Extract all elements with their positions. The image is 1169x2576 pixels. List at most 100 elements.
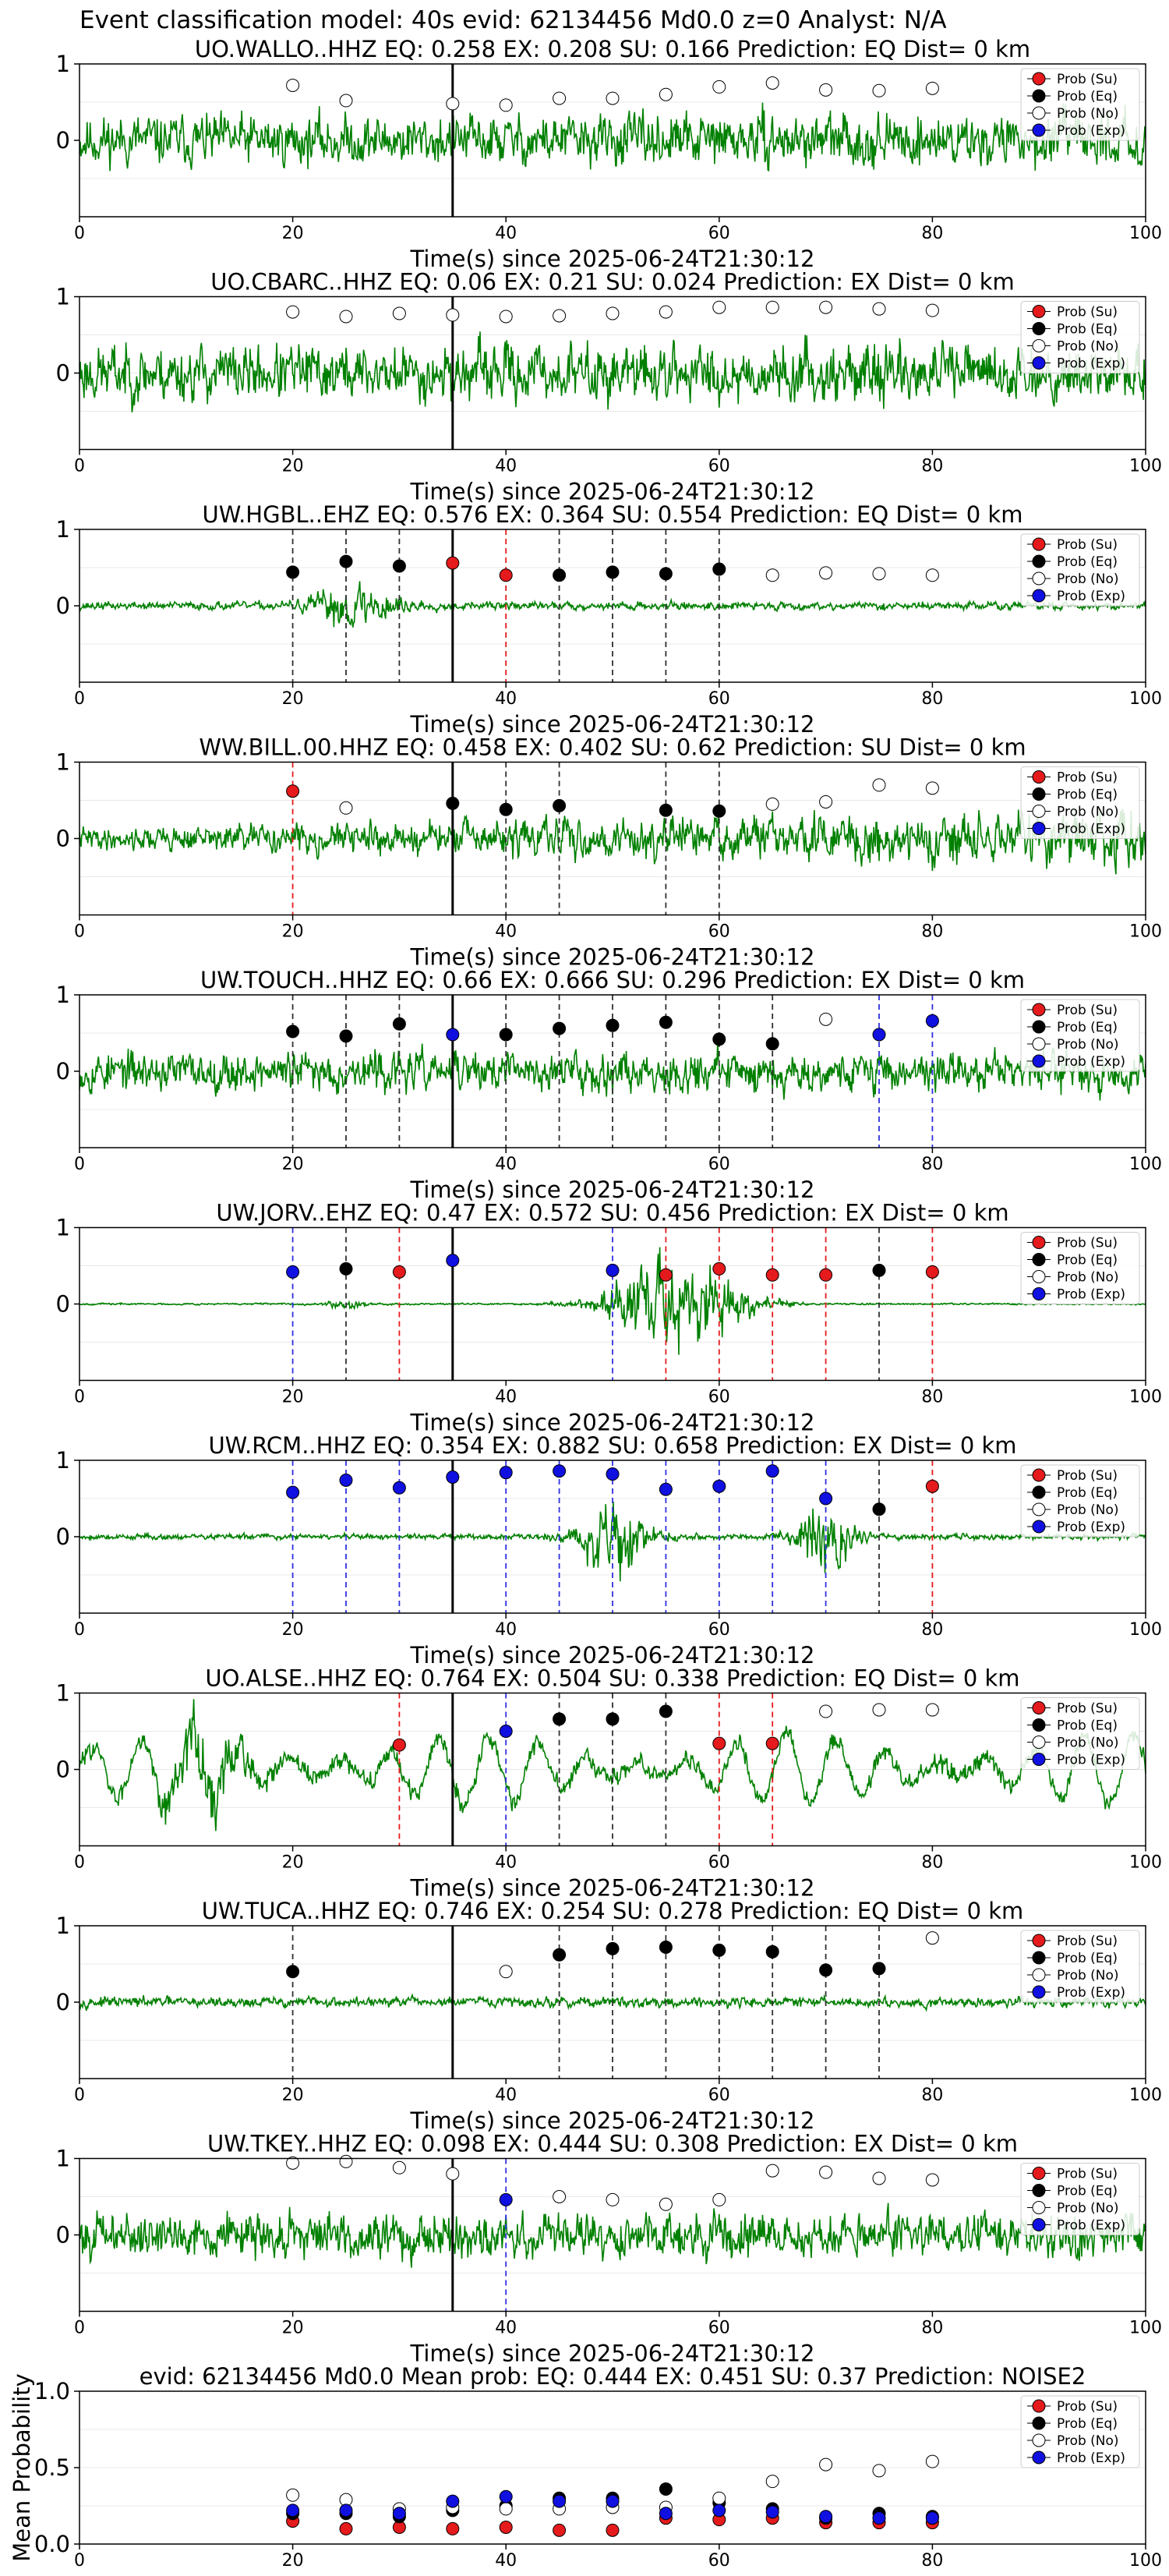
- legend-marker-su: [1032, 1236, 1046, 1249]
- prob-point-eq: [659, 1015, 673, 1029]
- legend-frame: [1020, 1930, 1140, 2003]
- prob-point-su: [765, 1268, 779, 1282]
- prob-point-exp: [392, 1481, 406, 1495]
- legend-marker-eq: [1032, 1253, 1046, 1266]
- x-tick-label: 60: [708, 1853, 730, 1873]
- prob-point-eq: [553, 798, 567, 812]
- prob-point-no: [925, 303, 939, 317]
- x-tick-label: 40: [495, 2551, 517, 2571]
- x-axis-label: Time(s) since 2025-06-24T21:30:12: [410, 944, 815, 971]
- prob-point-no: [392, 306, 406, 320]
- legend: Prob (Su)Prob (Eq)Prob (No)Prob (Exp): [1020, 766, 1140, 839]
- mean-point-exp: [286, 2503, 300, 2518]
- legend-label-eq: Prob (Eq): [1057, 2416, 1118, 2432]
- prob-point-no: [339, 801, 353, 815]
- x-tick-label: 0: [74, 224, 85, 243]
- legend: Prob (Su)Prob (Eq)Prob (No)Prob (Exp): [1020, 999, 1140, 1072]
- x-axis-label: Time(s) since 2025-06-24T21:30:12: [410, 711, 815, 738]
- mean-point-eq: [659, 2482, 673, 2496]
- y-tick-label: 1.0: [34, 2378, 70, 2404]
- legend-marker-exp: [1032, 1985, 1046, 1999]
- waveform-trace: [79, 102, 1146, 172]
- mean-point-exp: [499, 2489, 513, 2503]
- prob-point-no: [339, 94, 353, 108]
- legend-marker-no: [1032, 1270, 1046, 1283]
- x-tick-label: 80: [921, 922, 943, 942]
- prob-point-su: [925, 1479, 939, 1493]
- mean-point-exp: [339, 2503, 353, 2518]
- prob-point-no: [339, 2154, 353, 2168]
- legend-marker-no: [1032, 1502, 1046, 1516]
- x-tick-label: 80: [921, 1388, 943, 1407]
- x-tick-label: 80: [921, 689, 943, 709]
- prob-point-eq: [499, 1028, 513, 1042]
- prob-point-exp: [553, 1464, 567, 1478]
- legend: Prob (Su)Prob (Eq)Prob (No)Prob (Exp): [1020, 1930, 1140, 2003]
- legend-marker-no: [1032, 1037, 1046, 1051]
- prob-point-no: [606, 91, 620, 105]
- prob-point-exp: [286, 1485, 300, 1499]
- x-tick-label: 20: [282, 689, 304, 709]
- panel-title: evid: 62134456 Md0.0 Mean prob: EQ: 0.44…: [140, 2363, 1086, 2390]
- y-tick-label: 0: [56, 593, 70, 619]
- x-tick-label: 20: [282, 1388, 304, 1407]
- x-tick-label: 80: [921, 1155, 943, 1174]
- y-tick-label: 1: [56, 51, 70, 77]
- x-tick-label: 100: [1129, 2551, 1162, 2571]
- legend-marker-no: [1032, 1736, 1046, 1749]
- legend-label-no: Prob (No): [1057, 1502, 1119, 1518]
- prob-point-eq: [659, 803, 673, 817]
- prob-point-no: [872, 2171, 886, 2185]
- waveform-trace: [79, 1247, 1146, 1355]
- y-tick-label: 0: [56, 2222, 70, 2249]
- y-tick-label: 1: [56, 1215, 70, 1241]
- prob-point-su: [286, 784, 300, 798]
- legend-label-no: Prob (No): [1057, 1037, 1119, 1053]
- legend-label-su: Prob (Su): [1057, 72, 1118, 87]
- prob-point-no: [872, 567, 886, 581]
- prob-point-eq: [392, 559, 406, 573]
- prob-point-eq: [872, 1962, 886, 1976]
- legend-marker-eq: [1032, 787, 1046, 801]
- prob-point-su: [392, 1265, 406, 1279]
- x-tick-label: 60: [708, 689, 730, 709]
- legend-label-exp: Prob (Exp): [1057, 1054, 1125, 1070]
- mean-point-su: [499, 2520, 513, 2534]
- legend-marker-exp: [1032, 1753, 1046, 1766]
- prob-point-no: [712, 300, 726, 314]
- x-tick-label: 100: [1129, 689, 1162, 709]
- legend-label-eq: Prob (Eq): [1057, 2184, 1118, 2199]
- y-tick-label: 0: [56, 1523, 70, 1550]
- prob-point-eq: [712, 804, 726, 818]
- legend-label-no: Prob (No): [1057, 805, 1119, 820]
- waveform-trace: [79, 331, 1146, 413]
- mean-point-exp: [925, 2511, 939, 2525]
- legend-label-exp: Prob (Exp): [1057, 2450, 1125, 2466]
- prob-point-no: [819, 1012, 833, 1026]
- panel-3: UW.HGBL..EHZ EQ: 0.576 EX: 0.364 SU: 0.5…: [56, 501, 1162, 738]
- y-tick-label: 1: [56, 284, 70, 310]
- legend-marker-su: [1032, 537, 1046, 551]
- prob-point-no: [925, 2173, 939, 2187]
- prob-point-eq: [712, 1943, 726, 1957]
- legend: Prob (Su)Prob (Eq)Prob (No)Prob (Exp): [1020, 2395, 1140, 2468]
- panel-title: WW.BILL.00.HHZ EQ: 0.458 EX: 0.402 SU: 0…: [199, 734, 1026, 761]
- prob-point-exp: [499, 1725, 513, 1738]
- legend-label-eq: Prob (Eq): [1057, 787, 1118, 803]
- legend-label-eq: Prob (Eq): [1057, 1951, 1118, 1966]
- prob-point-eq: [446, 796, 460, 810]
- legend-marker-su: [1032, 2399, 1046, 2413]
- x-tick-label: 80: [921, 1620, 943, 1640]
- prob-point-no: [765, 2164, 779, 2178]
- y-tick-label: 0: [56, 1757, 70, 1783]
- y-tick-label: 0: [56, 826, 70, 852]
- x-tick-label: 60: [708, 2551, 730, 2571]
- x-axis-label: Time(s) since 2025-06-24T21:30:12: [410, 1177, 815, 1203]
- legend-marker-eq: [1032, 1485, 1046, 1499]
- prob-point-no: [286, 78, 300, 92]
- mean-point-exp: [392, 2507, 406, 2521]
- prob-point-eq: [606, 565, 620, 579]
- prob-point-no: [392, 2160, 406, 2174]
- legend-label-eq: Prob (Eq): [1057, 1253, 1118, 1269]
